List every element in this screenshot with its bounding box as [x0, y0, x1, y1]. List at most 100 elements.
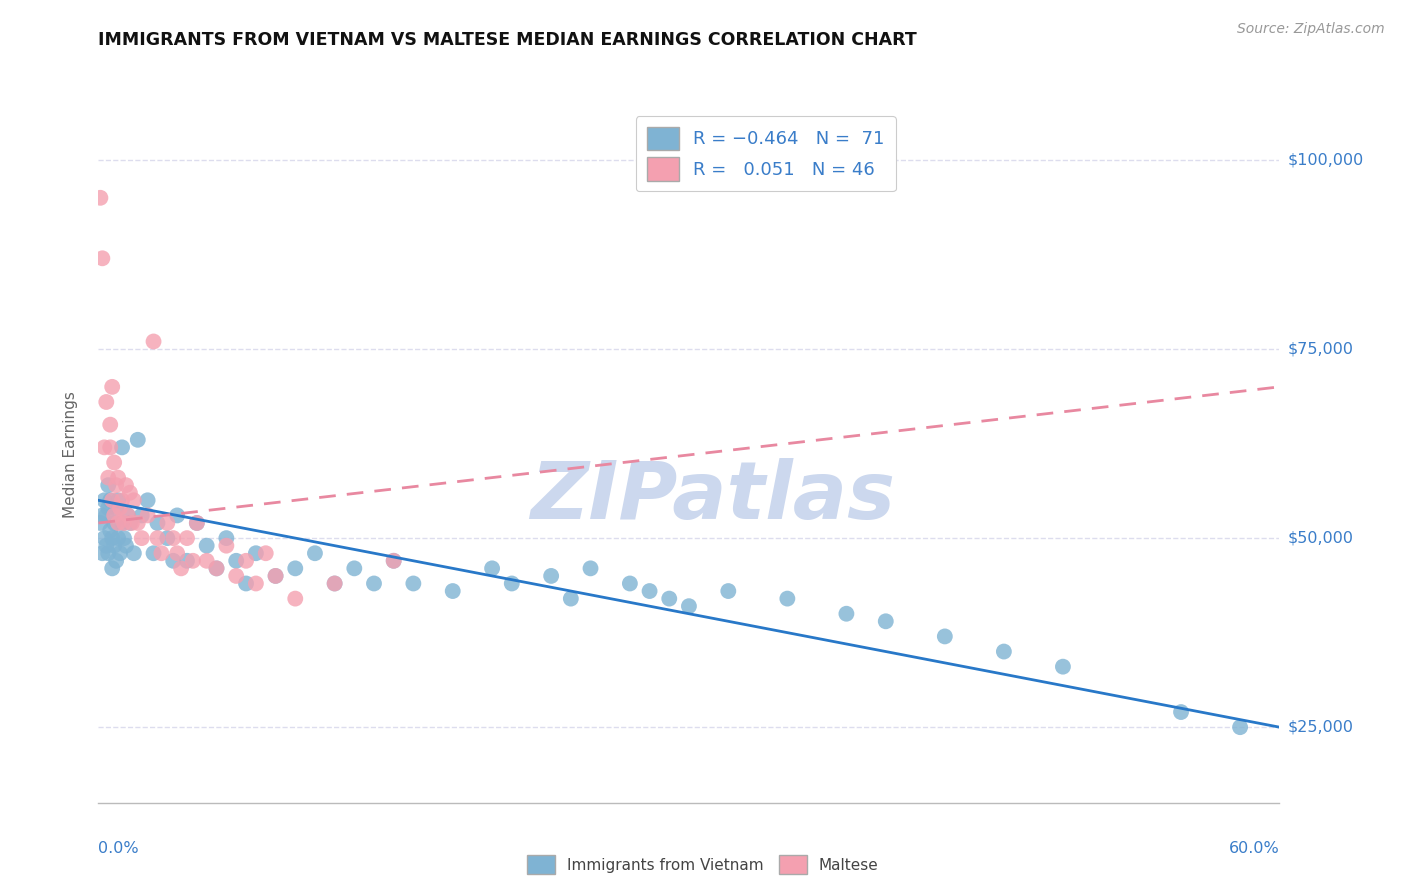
- Point: [166, 546, 188, 560]
- Point: [658, 591, 681, 606]
- Point: [122, 546, 145, 560]
- Point: [181, 554, 204, 568]
- Point: [101, 493, 124, 508]
- Point: [205, 561, 228, 575]
- Point: [619, 576, 641, 591]
- Point: [96, 395, 118, 409]
- Point: [304, 546, 326, 560]
- Point: [875, 615, 897, 629]
- Text: IMMIGRANTS FROM VIETNAM VS MALTESE MEDIAN EARNINGS CORRELATION CHART: IMMIGRANTS FROM VIETNAM VS MALTESE MEDIA…: [98, 31, 917, 49]
- Text: 0.0%: 0.0%: [98, 841, 139, 856]
- Point: [111, 493, 134, 508]
- Point: [142, 546, 165, 560]
- Point: [105, 554, 128, 568]
- Point: [103, 455, 125, 469]
- Point: [107, 470, 129, 484]
- Point: [96, 508, 118, 523]
- Point: [225, 569, 247, 583]
- Point: [98, 417, 121, 432]
- Point: [402, 576, 425, 591]
- Point: [146, 516, 169, 530]
- Point: [93, 531, 115, 545]
- Point: [156, 531, 179, 545]
- Point: [111, 516, 134, 530]
- Point: [111, 441, 134, 455]
- Point: [284, 561, 307, 575]
- Point: [170, 561, 193, 575]
- Point: [107, 531, 129, 545]
- Point: [176, 531, 198, 545]
- Point: [107, 516, 129, 530]
- Point: [245, 576, 267, 591]
- Point: [121, 516, 143, 530]
- Point: [101, 380, 124, 394]
- Point: [122, 493, 145, 508]
- Point: [323, 576, 346, 591]
- Text: $100,000: $100,000: [1288, 153, 1364, 168]
- Point: [118, 516, 141, 530]
- Text: $25,000: $25,000: [1288, 720, 1354, 735]
- Point: [115, 539, 138, 553]
- Point: [176, 554, 198, 568]
- Point: [98, 524, 121, 538]
- Point: [264, 569, 287, 583]
- Point: [195, 539, 218, 553]
- Point: [235, 576, 257, 591]
- Text: 60.0%: 60.0%: [1229, 841, 1279, 856]
- Point: [162, 554, 184, 568]
- Point: [96, 539, 118, 553]
- Y-axis label: Median Earnings: Median Earnings: [63, 392, 77, 518]
- Point: [501, 576, 523, 591]
- Point: [103, 516, 125, 530]
- Point: [156, 516, 179, 530]
- Point: [323, 576, 346, 591]
- Point: [98, 493, 121, 508]
- Point: [678, 599, 700, 614]
- Point: [112, 516, 135, 530]
- Point: [136, 493, 159, 508]
- Point: [195, 554, 218, 568]
- Point: [108, 546, 131, 560]
- Point: [441, 584, 464, 599]
- Point: [131, 508, 153, 523]
- Point: [382, 554, 405, 568]
- Point: [835, 607, 858, 621]
- Point: [103, 539, 125, 553]
- Point: [107, 493, 129, 508]
- Point: [91, 252, 114, 266]
- Point: [993, 644, 1015, 658]
- Point: [115, 478, 138, 492]
- Point: [638, 584, 661, 599]
- Text: $75,000: $75,000: [1288, 342, 1354, 357]
- Point: [254, 546, 277, 560]
- Point: [105, 500, 128, 515]
- Point: [142, 334, 165, 349]
- Point: [117, 508, 139, 523]
- Point: [215, 531, 238, 545]
- Point: [89, 516, 111, 530]
- Point: [579, 561, 602, 575]
- Point: [225, 554, 247, 568]
- Point: [934, 629, 956, 643]
- Point: [131, 531, 153, 545]
- Text: $50,000: $50,000: [1288, 531, 1354, 546]
- Text: Source: ZipAtlas.com: Source: ZipAtlas.com: [1237, 22, 1385, 37]
- Point: [97, 478, 120, 492]
- Point: [101, 561, 124, 575]
- Point: [284, 591, 307, 606]
- Point: [245, 546, 267, 560]
- Point: [382, 554, 405, 568]
- Point: [127, 516, 149, 530]
- Point: [540, 569, 562, 583]
- Point: [136, 508, 159, 523]
- Point: [1229, 720, 1251, 734]
- Point: [343, 561, 366, 575]
- Point: [1170, 705, 1192, 719]
- Point: [97, 470, 120, 484]
- Point: [93, 493, 115, 508]
- Point: [112, 531, 135, 545]
- Point: [776, 591, 799, 606]
- Point: [108, 500, 131, 515]
- Point: [186, 516, 208, 530]
- Point: [162, 531, 184, 545]
